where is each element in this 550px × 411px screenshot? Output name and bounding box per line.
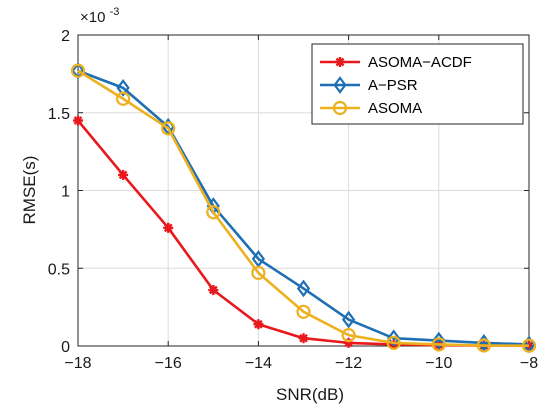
axis-labels: SNR(dB) RMSE(s) ×10 -3 <box>20 6 344 404</box>
y-exponent-base: ×10 <box>80 9 105 26</box>
series-lines <box>70 61 537 354</box>
legend-entry-label: ASOMA <box>368 100 422 117</box>
x-axis-label: SNR(dB) <box>276 385 344 404</box>
data-point <box>386 335 401 350</box>
y-axis-label: RMSE(s) <box>20 156 39 225</box>
asterisk-stroke <box>254 319 263 329</box>
series-line <box>77 69 530 346</box>
asterisk-stroke <box>163 223 173 233</box>
data-point <box>206 205 221 220</box>
legend-entry-label: ASOMA−ACDF <box>368 54 472 71</box>
y-tick-label: 2 <box>61 28 70 45</box>
y-tick-label: 1 <box>61 184 70 201</box>
y-exponent-label: ×10 -3 <box>80 6 119 26</box>
asterisk-stroke <box>299 333 308 343</box>
data-point <box>161 121 176 136</box>
asterisk-stroke <box>118 170 128 180</box>
data-point <box>341 328 356 343</box>
legend-entry-label: A−PSR <box>368 77 418 94</box>
asterisk-stroke <box>208 285 218 295</box>
data-point <box>521 338 537 353</box>
data-point <box>118 169 129 180</box>
x-tick-label: −10 <box>425 355 452 372</box>
legend: ASOMA−ACDF A−PSR ASOMA <box>311 43 524 125</box>
y-exponent-power: -3 <box>110 6 120 18</box>
data-point <box>253 319 264 330</box>
x-tick-label: −18 <box>64 355 91 372</box>
data-point <box>116 79 130 97</box>
data-point <box>296 279 311 298</box>
data-point <box>432 331 446 350</box>
y-tick-label: 0 <box>61 339 70 356</box>
legend-marker <box>335 57 345 67</box>
data-point <box>73 115 83 126</box>
x-tick-label: −8 <box>520 355 538 372</box>
series-line <box>77 69 530 347</box>
x-tick-label: −16 <box>155 355 182 372</box>
data-point <box>296 304 311 319</box>
data-point <box>163 222 174 233</box>
legend-marker <box>333 76 347 94</box>
series-2 <box>70 63 537 353</box>
data-point <box>298 333 309 344</box>
data-point <box>115 91 131 106</box>
y-tick-label: 1.5 <box>48 106 70 123</box>
x-tick-label: −12 <box>335 355 362 372</box>
data-point <box>476 338 491 353</box>
asterisk-stroke <box>73 116 83 125</box>
data-point <box>431 337 446 352</box>
data-point <box>387 329 401 348</box>
asterisk-stroke <box>335 57 345 67</box>
x-tick-label: −14 <box>245 355 272 372</box>
tick-labels: −18 −16 −14 −12 −10 −8 0 0.5 1 1.5 2 <box>48 28 538 372</box>
y-tick-label: 0.5 <box>48 261 70 278</box>
data-point <box>251 265 266 281</box>
data-point <box>70 63 86 78</box>
data-point <box>208 285 219 296</box>
legend-marker <box>332 100 348 116</box>
data-point <box>341 310 356 329</box>
